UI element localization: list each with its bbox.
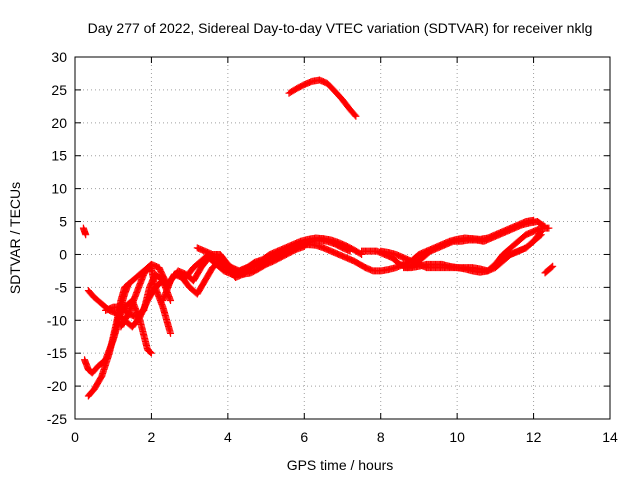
data-point (549, 262, 557, 270)
y-axis-label: SDTVAR / TECUs (7, 182, 23, 294)
x-tick-label: 0 (71, 429, 79, 445)
x-tick-label: 14 (602, 429, 618, 445)
data-point (147, 349, 155, 357)
data-points (79, 76, 557, 400)
y-tick-label: 25 (51, 82, 67, 98)
data-point (536, 232, 544, 240)
x-tick-label: 4 (224, 429, 232, 445)
data-point (300, 243, 308, 251)
y-tick-label: -20 (47, 378, 67, 394)
y-tick-label: 5 (59, 214, 67, 230)
x-tick-label: 10 (449, 429, 465, 445)
y-tick-label: 20 (51, 115, 67, 131)
y-tick-label: 0 (59, 246, 67, 262)
axis-ticks: 0 2 4 6 8 10 12 14 -25 -20 -15 -10 -5 0 5 10 15 20 25 30 (47, 49, 618, 445)
data-point (167, 297, 175, 305)
data-point (530, 216, 538, 224)
y-tick-label: 10 (51, 181, 67, 197)
chart-title: Day 277 of 2022, Sidereal Day-to-day VTE… (88, 20, 593, 36)
plot-frame (74, 56, 611, 420)
data-point (352, 112, 360, 120)
series-arc-k (193, 243, 308, 278)
data-point (146, 348, 154, 356)
grid (75, 57, 610, 419)
data-point (545, 224, 553, 232)
series-arc-g (117, 264, 175, 337)
x-axis-label: GPS time / hours (287, 457, 394, 473)
data-point (351, 111, 359, 119)
data-point (167, 329, 175, 337)
data-point (82, 231, 90, 239)
series-arc-l (285, 76, 360, 120)
y-tick-label: -15 (47, 345, 67, 361)
x-tick-label: 2 (148, 429, 156, 445)
series-arc-r (541, 262, 557, 277)
data-point (537, 231, 545, 239)
series-arc-j (174, 234, 366, 281)
y-tick-label: -5 (55, 279, 68, 295)
y-tick-label: -10 (47, 312, 67, 328)
series-arc-q (484, 231, 545, 275)
data-point (548, 263, 556, 271)
series-arc-a (79, 224, 90, 239)
series-arc-n (361, 216, 538, 275)
y-tick-label: -25 (47, 411, 67, 427)
x-tick-label: 6 (300, 429, 308, 445)
x-tick-label: 8 (377, 429, 385, 445)
x-tick-label: 12 (526, 429, 542, 445)
y-tick-label: 30 (51, 49, 67, 65)
y-tick-label: 15 (51, 148, 67, 164)
